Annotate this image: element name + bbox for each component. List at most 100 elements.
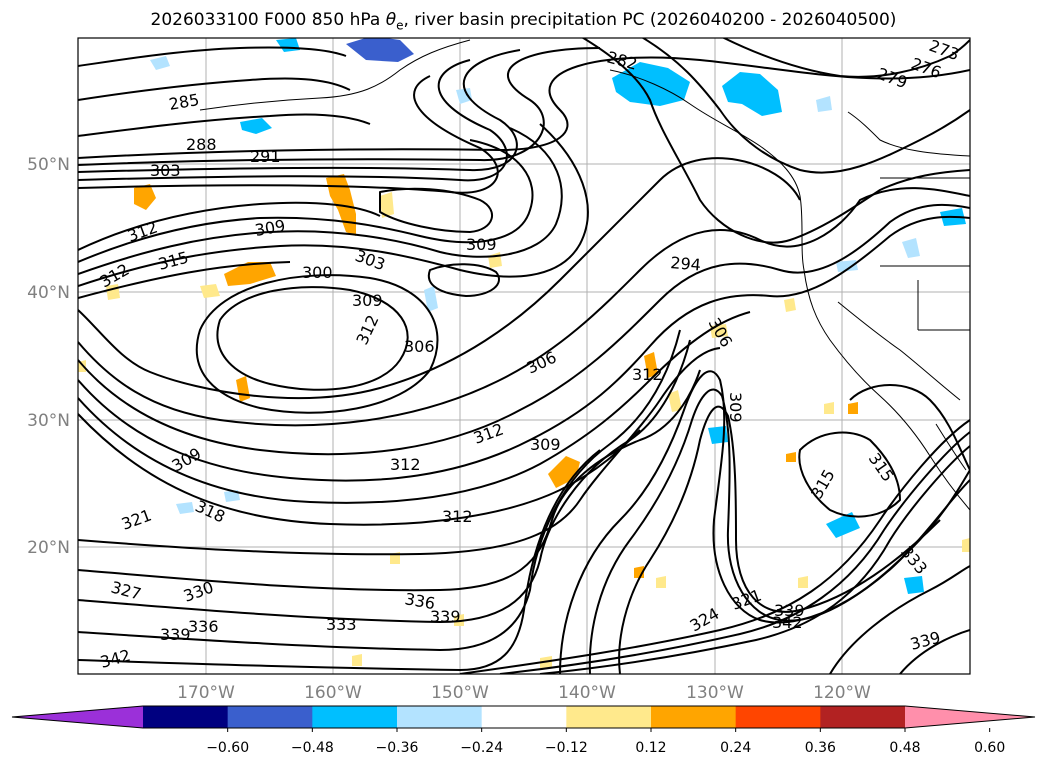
coastline bbox=[199, 39, 471, 111]
contour-label: 342 bbox=[772, 613, 803, 632]
contour-line bbox=[78, 261, 291, 299]
colorbar-segment bbox=[143, 706, 229, 728]
contour-line bbox=[78, 201, 381, 251]
contour-line bbox=[78, 47, 601, 166]
positive-blob bbox=[134, 184, 156, 210]
contour-line bbox=[78, 49, 521, 173]
colorbar-extend-high bbox=[905, 706, 1035, 728]
positive-blob bbox=[668, 390, 682, 412]
positive-blob bbox=[380, 192, 394, 218]
positive-blob bbox=[454, 614, 464, 626]
lon-label: 150°W bbox=[431, 683, 489, 703]
latitude-labels: 50°N 40°N 30°N 20°N bbox=[27, 155, 70, 558]
contour-line bbox=[459, 419, 970, 674]
contour-line bbox=[78, 113, 371, 137]
theta-e-contours bbox=[78, 38, 970, 674]
negative-blob bbox=[224, 490, 240, 502]
lon-label: 160°W bbox=[304, 683, 362, 703]
positive-blob bbox=[824, 402, 834, 414]
lat-label: 30°N bbox=[27, 411, 70, 431]
contour-line bbox=[721, 38, 970, 78]
coastline bbox=[935, 423, 967, 471]
contour-line bbox=[899, 629, 970, 674]
coastline bbox=[837, 301, 961, 401]
colorbar-segment bbox=[312, 706, 398, 728]
longitude-labels: 170°W 160°W 150°W 140°W 130°W 120°W bbox=[177, 683, 871, 703]
map-plot-area bbox=[78, 38, 970, 674]
colorbar-tick-label: 0.24 bbox=[720, 740, 751, 756]
colorbar: −0.60 −0.48 −0.36 −0.24 −0.12 0.12 0.24 0.36 0.4… bbox=[11, 705, 1036, 756]
contour-line bbox=[78, 46, 347, 67]
contour-line bbox=[78, 347, 721, 556]
negative-blob bbox=[722, 72, 782, 116]
negative-blob bbox=[902, 238, 920, 258]
contour-label: 303 bbox=[150, 161, 181, 180]
contour-line bbox=[379, 187, 493, 233]
contour-line bbox=[849, 384, 970, 471]
lon-label: 120°W bbox=[813, 683, 871, 703]
positive-blob bbox=[798, 576, 808, 588]
contour-line bbox=[78, 139, 534, 263]
coastline bbox=[609, 69, 970, 511]
negative-blob bbox=[456, 88, 472, 104]
positive-blob bbox=[848, 402, 858, 414]
contour-label: 300 bbox=[302, 263, 333, 282]
contour-line bbox=[641, 38, 970, 174]
contour-line bbox=[588, 388, 970, 674]
contour-line bbox=[78, 59, 508, 182]
contour-label: 339 bbox=[160, 625, 191, 644]
colorbar-tick-label: −0.12 bbox=[545, 740, 588, 756]
colorbar-segment bbox=[820, 706, 906, 728]
colorbar-tick-label: 0.12 bbox=[635, 740, 666, 756]
theta-symbol: θ bbox=[385, 10, 397, 30]
contour-line bbox=[78, 203, 970, 456]
contour-label: 339 bbox=[774, 601, 805, 620]
negative-blob bbox=[904, 576, 924, 594]
negative-blob bbox=[240, 118, 272, 134]
positive-blob bbox=[352, 654, 362, 666]
colorbar-tick-label: −0.36 bbox=[376, 740, 419, 756]
colorbar-tick-label: −0.60 bbox=[206, 740, 249, 756]
lon-label: 170°W bbox=[177, 683, 235, 703]
contour-label: 333 bbox=[326, 615, 357, 634]
contour-label: 339 bbox=[430, 607, 461, 626]
negative-blob bbox=[176, 502, 194, 514]
positive-blob bbox=[962, 538, 970, 552]
negative-blob bbox=[826, 512, 860, 538]
coastline bbox=[847, 111, 970, 157]
contour-line bbox=[78, 75, 499, 194]
negative-blob bbox=[612, 62, 690, 106]
lat-label: 50°N bbox=[27, 155, 70, 175]
contour-line bbox=[78, 449, 601, 671]
positive-blob bbox=[786, 452, 796, 462]
contour-line bbox=[78, 77, 351, 101]
colorbar-segment bbox=[566, 706, 652, 728]
contour-label: 309 bbox=[530, 435, 561, 454]
colorbar-tick-label: 0.48 bbox=[889, 740, 920, 756]
title-suffix: , river basin precipitation PC (20260402… bbox=[403, 10, 897, 30]
contour-line bbox=[78, 56, 970, 159]
contour-line bbox=[78, 127, 563, 275]
negative-blob bbox=[424, 286, 438, 312]
map-title: 2026033100 F000 850 hPa θe, river basin … bbox=[0, 10, 1047, 32]
coastlines bbox=[199, 39, 970, 511]
colorbar-segment bbox=[481, 706, 567, 728]
contour-label: 288 bbox=[186, 135, 217, 154]
negative-blob bbox=[816, 96, 832, 112]
colorbar-outline bbox=[11, 705, 1036, 729]
contour-label: 309 bbox=[466, 235, 497, 254]
colorbar-tick-label: −0.48 bbox=[291, 740, 334, 756]
contour-label: 294 bbox=[670, 253, 702, 275]
contour-label: 291 bbox=[250, 147, 281, 166]
colorbar-segment bbox=[397, 706, 483, 728]
contour-label: 309 bbox=[726, 392, 745, 423]
lat-label: 20°N bbox=[27, 538, 70, 558]
positive-blob bbox=[200, 284, 220, 298]
lon-label: 130°W bbox=[686, 683, 744, 703]
negative-blob bbox=[150, 56, 170, 70]
contour-line bbox=[829, 565, 970, 674]
colorbar-segment bbox=[651, 706, 737, 728]
contour-label: 312 bbox=[390, 455, 421, 474]
positive-blob bbox=[656, 576, 666, 588]
positive-blob bbox=[224, 262, 276, 286]
